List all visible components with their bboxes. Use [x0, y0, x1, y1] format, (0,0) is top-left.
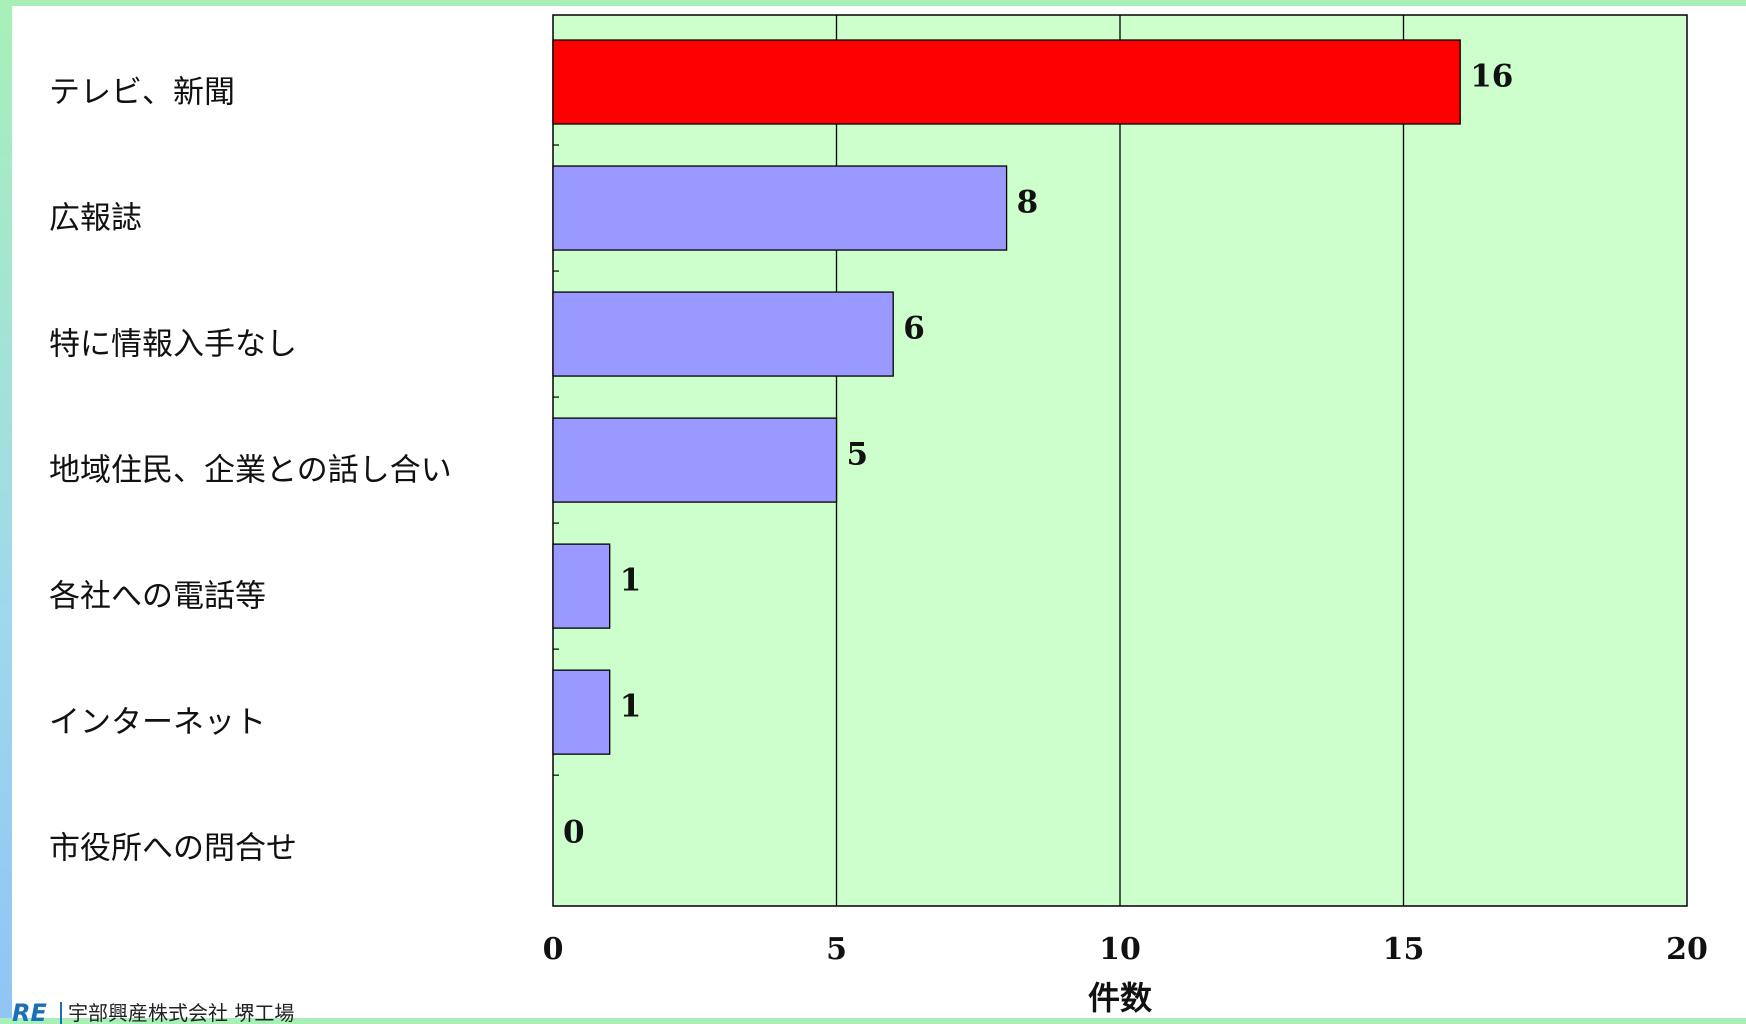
category-label-4: 各社への電話等 [49, 579, 266, 615]
data-label-4: 1 [620, 563, 642, 599]
bar-2 [552, 291, 894, 377]
chart-page: 16 テレビ、新聞 8 広報誌 6 特に情報入手なし 5 地域住民、企業との話し合い 1 各社への… [12, 6, 1746, 1024]
x-tick-label-0: 0 [543, 932, 564, 967]
bar-0 [552, 39, 1461, 125]
category-label-2: 特に情報入手なし [49, 327, 297, 363]
footer-company-name: 宇部興産株式会社 堺工場 [60, 1002, 294, 1024]
x-tick-label-10: 10 [1099, 932, 1141, 967]
x-axis-title: 件数 [1088, 979, 1153, 1017]
data-label-6: 0 [563, 815, 585, 851]
bar-5 [552, 669, 611, 755]
x-tick-label-5: 5 [826, 932, 847, 967]
data-label-3: 5 [847, 437, 869, 473]
bar-4 [552, 543, 611, 629]
category-label-3: 地域住民、企業との話し合い [49, 453, 452, 489]
category-label-6: 市役所への問合せ [49, 831, 297, 867]
bar-3 [552, 417, 838, 503]
company-logo: RE [12, 1002, 47, 1024]
x-tick-label-15: 15 [1383, 932, 1425, 967]
data-label-1: 8 [1017, 185, 1039, 221]
category-label-5: インターネット [49, 705, 266, 741]
x-tick-label-20: 20 [1666, 932, 1708, 967]
footer: RE 宇部興産株式会社 堺工場 [12, 1002, 294, 1024]
data-label-5: 1 [620, 689, 642, 725]
category-label-0: テレビ、新聞 [49, 75, 235, 111]
category-label-1: 広報誌 [49, 201, 142, 237]
data-label-2: 6 [903, 311, 925, 347]
bar-chart: 16 テレビ、新聞 8 広報誌 6 特に情報入手なし 5 地域住民、企業との話し合い 1 各社への… [49, 14, 1708, 1017]
data-label-0: 16 [1470, 59, 1513, 95]
bar-1 [552, 165, 1008, 251]
